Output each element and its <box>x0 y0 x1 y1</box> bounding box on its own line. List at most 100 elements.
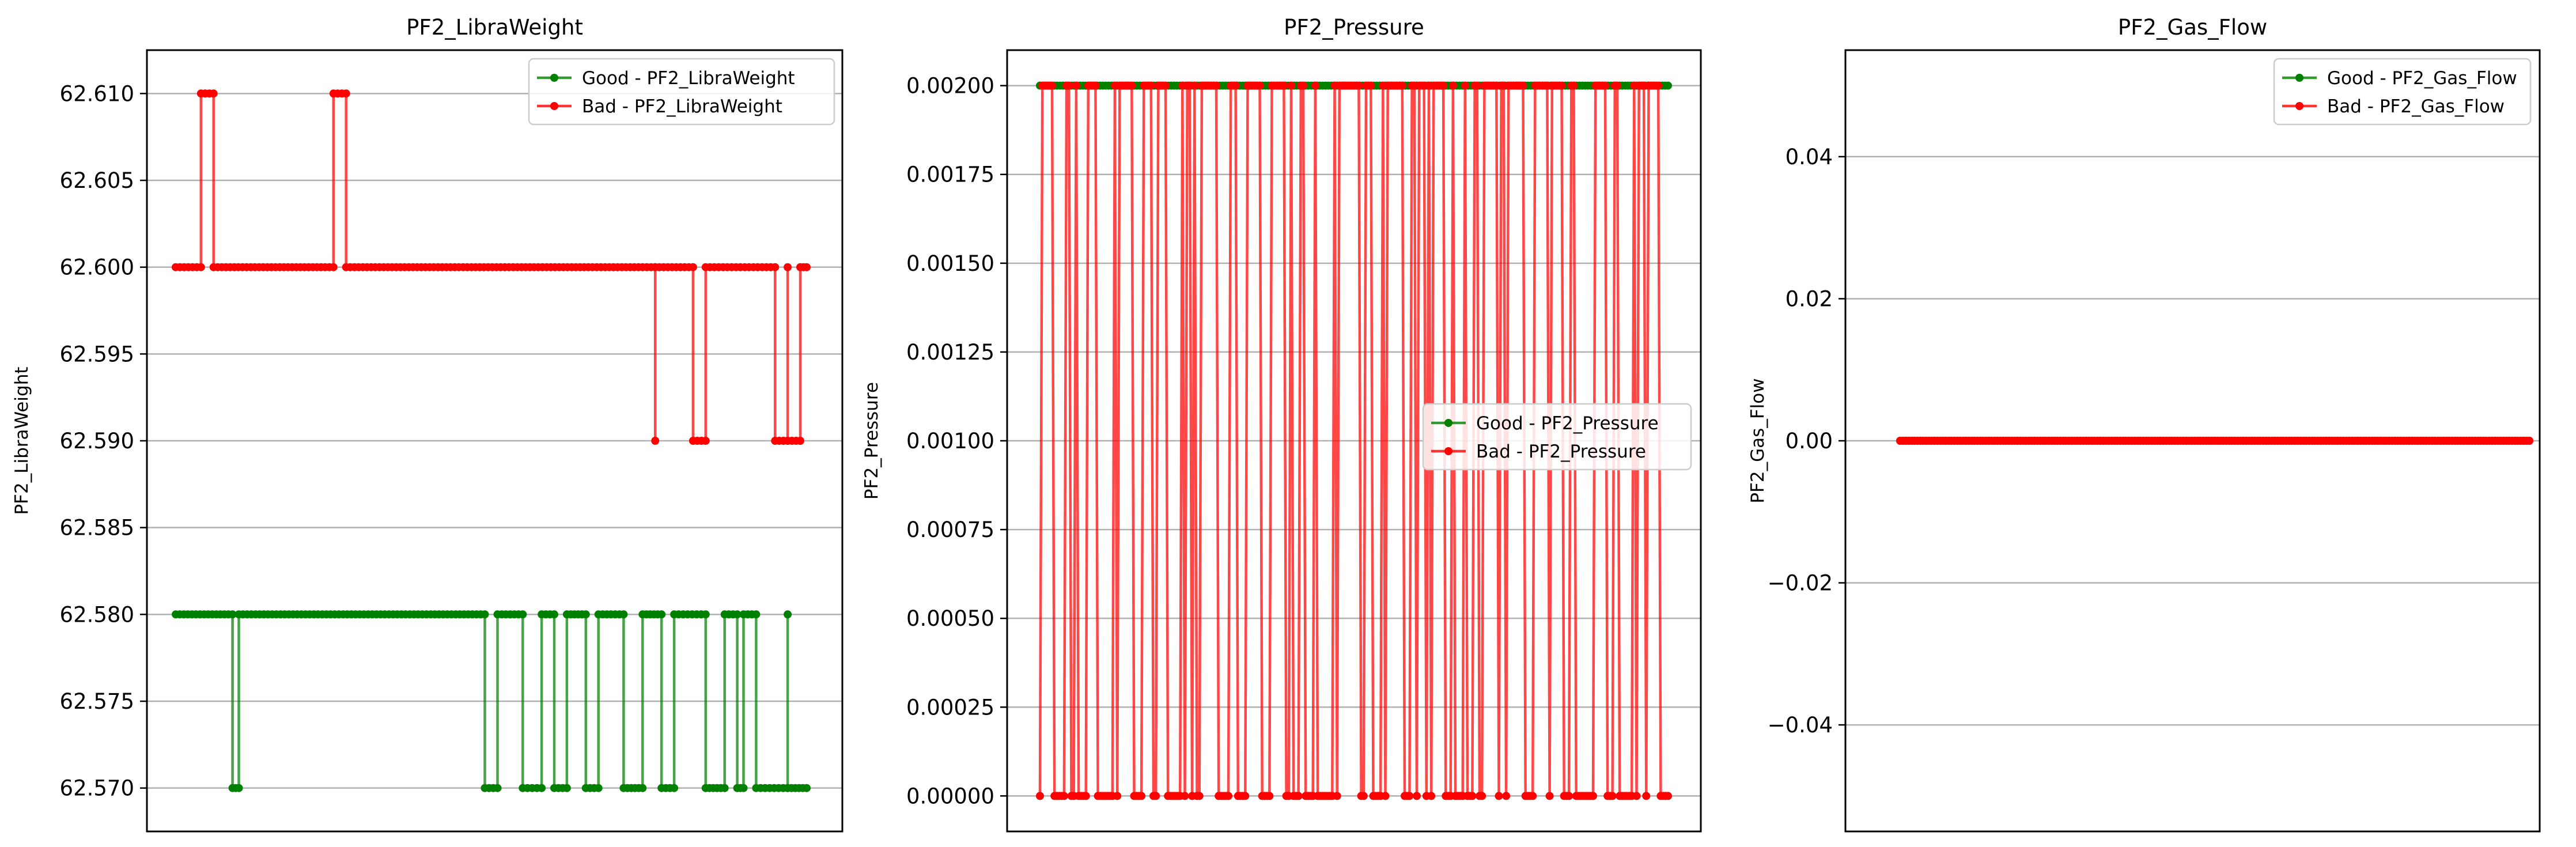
axes-frame <box>1006 49 1702 833</box>
data-point <box>1529 792 1537 800</box>
data-point <box>1065 81 1073 90</box>
legend-marker <box>2295 102 2303 110</box>
data-point <box>701 437 710 445</box>
data-point <box>228 610 237 619</box>
data-point <box>1413 792 1421 800</box>
data-point <box>638 784 647 792</box>
data-point <box>1502 792 1511 800</box>
y-axis-label: PF2_Gas_Flow <box>1747 378 1768 503</box>
data-point <box>1048 81 1056 90</box>
data-point <box>594 784 603 792</box>
legend-label: Bad - PF2_LibraWeight <box>582 96 782 117</box>
data-point <box>1190 81 1199 90</box>
data-point <box>689 263 697 271</box>
data-point <box>1468 792 1477 800</box>
legend-marker <box>550 102 558 110</box>
legend-label: Good - PF2_Gas_Flow <box>2327 68 2517 89</box>
data-point <box>342 89 350 98</box>
data-point <box>2525 437 2533 445</box>
y-tick-label: 0.00125 <box>906 340 994 365</box>
data-point <box>1355 81 1363 90</box>
y-tick-label: 62.610 <box>60 81 134 106</box>
data-point <box>1287 81 1295 90</box>
data-point <box>1060 792 1068 800</box>
data-point <box>1311 81 1319 90</box>
data-point <box>1545 792 1554 800</box>
data-point <box>550 610 558 619</box>
axes-frame <box>1844 49 2541 833</box>
y-tick-label: 0.02 <box>1786 286 1833 311</box>
data-point <box>1224 792 1232 800</box>
y-tick-label: 62.605 <box>60 168 134 193</box>
data-point <box>1128 81 1136 90</box>
data-point <box>1448 81 1457 90</box>
data-point <box>670 784 679 792</box>
y-tick-label: 0.00100 <box>906 429 994 453</box>
data-point <box>701 610 710 619</box>
y-tick-label: 62.590 <box>60 429 134 453</box>
data-point <box>493 784 502 792</box>
data-point <box>1147 81 1155 90</box>
data-point <box>1231 81 1240 90</box>
axes-frame <box>146 49 843 833</box>
y-tick-label: 62.570 <box>60 776 134 801</box>
data-point <box>196 263 205 271</box>
data-point <box>803 784 811 792</box>
data-point <box>1565 792 1573 800</box>
data-point <box>1280 81 1288 90</box>
data-point <box>1299 81 1307 90</box>
data-point <box>481 610 489 619</box>
y-tick-label: 62.600 <box>60 255 134 280</box>
legend: Good - PF2_Gas_Flow Bad - PF2_Gas_Flow <box>2273 58 2532 126</box>
series-markers-bad <box>1896 437 2533 445</box>
subplot-title: PF2_Pressure <box>1284 15 1424 40</box>
y-tick-label: 0.00 <box>1786 429 1833 453</box>
y-tick-label: −0.04 <box>1768 713 1833 738</box>
data-point <box>1589 792 1597 800</box>
data-point <box>1381 792 1390 800</box>
data-point <box>1664 81 1672 90</box>
data-point <box>519 610 527 619</box>
data-point <box>1359 792 1368 800</box>
data-point <box>720 784 729 792</box>
y-tick-label: 0.00200 <box>906 74 994 99</box>
data-point <box>1519 81 1527 90</box>
series-markers-bad <box>1036 81 1672 800</box>
data-point <box>657 610 666 619</box>
data-point <box>1113 792 1122 800</box>
legend-label: Bad - PF2_Pressure <box>1476 441 1646 462</box>
data-point <box>538 784 546 792</box>
series-markers-good <box>172 610 811 792</box>
data-point <box>1427 792 1436 800</box>
legend: Good - PF2_LibraWeight Bad - PF2_LibraWei… <box>528 58 835 126</box>
data-point <box>1081 792 1090 800</box>
data-point <box>209 89 218 98</box>
data-point <box>329 263 338 271</box>
subplot-3: −0.04 −0.02 0.00 0.02 0.04 PF2_Gas_Flow PF2_Ga… <box>1747 15 2541 833</box>
data-point <box>651 437 660 445</box>
data-point <box>234 784 243 792</box>
subplot-2: 0.00000 0.00025 0.00050 0.00075 0.00100 0.001… <box>861 15 1702 833</box>
data-point <box>803 263 811 271</box>
data-point <box>1632 792 1641 800</box>
data-point <box>796 437 804 445</box>
data-point <box>739 784 748 792</box>
legend-marker <box>2295 74 2303 82</box>
data-point <box>562 784 571 792</box>
data-point <box>1036 792 1044 800</box>
data-point <box>1241 792 1250 800</box>
data-point <box>1601 81 1609 90</box>
data-point <box>1195 792 1204 800</box>
data-point <box>1495 792 1503 800</box>
data-point <box>1642 792 1651 800</box>
y-tick-label: 0.04 <box>1786 145 1833 169</box>
subplot-title: PF2_LibraWeight <box>406 15 583 40</box>
data-point <box>1265 792 1274 800</box>
legend-label: Good - PF2_Pressure <box>1476 413 1659 434</box>
y-axis-label: PF2_LibraWeight <box>12 366 32 515</box>
y-axis-label: PF2_Pressure <box>861 382 882 500</box>
data-point <box>1181 792 1189 800</box>
y-tick-label: 0.00025 <box>906 695 994 720</box>
data-point <box>1473 81 1481 90</box>
